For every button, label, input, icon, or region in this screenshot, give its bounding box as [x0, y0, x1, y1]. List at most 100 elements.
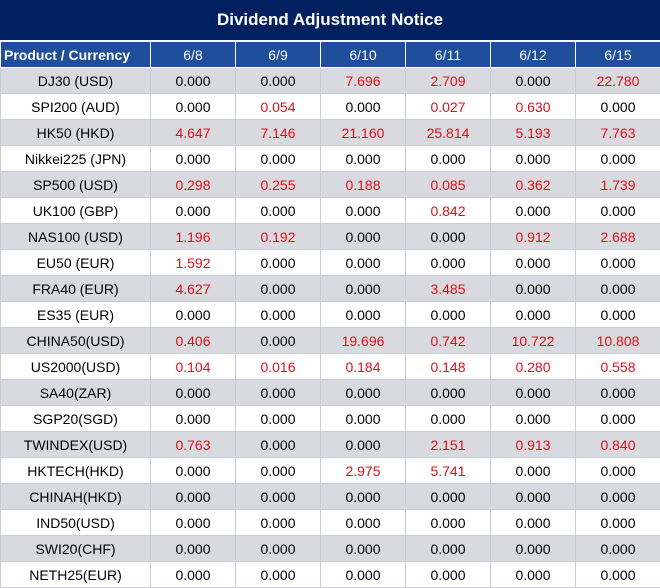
value-cell: 0.000: [321, 146, 406, 172]
value-cell: 0.000: [321, 224, 406, 250]
value-cell: 22.780: [576, 68, 660, 94]
value-cell: 0.000: [151, 458, 236, 484]
value-cell: 10.722: [491, 328, 576, 354]
value-cell: 0.000: [491, 406, 576, 432]
product-cell: SA40(ZAR): [1, 380, 151, 406]
product-cell: UK100 (GBP): [1, 198, 151, 224]
product-cell: FRA40 (EUR): [1, 276, 151, 302]
value-cell: 0.000: [236, 562, 321, 588]
value-cell: 0.027: [406, 94, 491, 120]
product-cell: Nikkei225 (JPN): [1, 146, 151, 172]
column-header-date: 6/15: [576, 42, 660, 68]
value-cell: 0.000: [321, 380, 406, 406]
value-cell: 0.000: [151, 302, 236, 328]
value-cell: 25.814: [406, 120, 491, 146]
value-cell: 0.148: [406, 354, 491, 380]
value-cell: 0.000: [576, 250, 660, 276]
value-cell: 0.000: [236, 276, 321, 302]
value-cell: 0.000: [321, 536, 406, 562]
value-cell: 0.255: [236, 172, 321, 198]
value-cell: 0.000: [321, 250, 406, 276]
value-cell: 0.763: [151, 432, 236, 458]
product-cell: CHINA50(USD): [1, 328, 151, 354]
value-cell: 0.000: [576, 302, 660, 328]
value-cell: 2.688: [576, 224, 660, 250]
value-cell: 2.151: [406, 432, 491, 458]
value-cell: 0.000: [321, 302, 406, 328]
value-cell: 0.000: [321, 198, 406, 224]
value-cell: 0.000: [406, 484, 491, 510]
product-cell: SGP20(SGD): [1, 406, 151, 432]
value-cell: 0.000: [576, 484, 660, 510]
value-cell: 0.000: [491, 510, 576, 536]
value-cell: 0.085: [406, 172, 491, 198]
value-cell: 4.627: [151, 276, 236, 302]
value-cell: 0.298: [151, 172, 236, 198]
value-cell: 0.000: [491, 198, 576, 224]
value-cell: 0.000: [236, 250, 321, 276]
value-cell: 0.280: [491, 354, 576, 380]
value-cell: 0.913: [491, 432, 576, 458]
value-cell: 1.592: [151, 250, 236, 276]
value-cell: 0.192: [236, 224, 321, 250]
value-cell: 0.000: [576, 276, 660, 302]
value-cell: 0.000: [576, 198, 660, 224]
value-cell: 0.000: [406, 380, 491, 406]
value-cell: 0.000: [236, 484, 321, 510]
value-cell: 0.000: [576, 406, 660, 432]
value-cell: 0.000: [151, 68, 236, 94]
value-cell: 0.000: [151, 484, 236, 510]
value-cell: 0.000: [236, 302, 321, 328]
product-cell: HK50 (HKD): [1, 120, 151, 146]
value-cell: 0.742: [406, 328, 491, 354]
value-cell: 0.000: [491, 380, 576, 406]
value-cell: 7.146: [236, 120, 321, 146]
product-cell: TWINDEX(USD): [1, 432, 151, 458]
value-cell: 0.000: [491, 458, 576, 484]
product-cell: CHINAH(HKD): [1, 484, 151, 510]
page-title: Dividend Adjustment Notice: [0, 0, 660, 41]
header-row: Product / Currency 6/8 6/9 6/10 6/11 6/1…: [1, 42, 660, 68]
value-cell: 0.016: [236, 354, 321, 380]
value-cell: 4.647: [151, 120, 236, 146]
value-cell: 7.763: [576, 120, 660, 146]
value-cell: 0.000: [236, 406, 321, 432]
value-cell: 0.000: [151, 510, 236, 536]
value-cell: 0.000: [491, 302, 576, 328]
value-cell: 0.000: [491, 536, 576, 562]
value-cell: 0.000: [406, 562, 491, 588]
value-cell: 0.000: [321, 484, 406, 510]
value-cell: 0.000: [236, 198, 321, 224]
column-header-date: 6/11: [406, 42, 491, 68]
value-cell: 0.000: [321, 276, 406, 302]
value-cell: 0.000: [406, 302, 491, 328]
value-cell: 0.104: [151, 354, 236, 380]
value-cell: 0.000: [321, 562, 406, 588]
value-cell: 0.000: [406, 510, 491, 536]
value-cell: 0.000: [576, 562, 660, 588]
product-cell: EU50 (EUR): [1, 250, 151, 276]
value-cell: 2.709: [406, 68, 491, 94]
value-cell: 0.000: [151, 536, 236, 562]
value-cell: 1.739: [576, 172, 660, 198]
value-cell: 0.000: [406, 536, 491, 562]
value-cell: 0.630: [491, 94, 576, 120]
value-cell: 0.000: [491, 484, 576, 510]
value-cell: 0.912: [491, 224, 576, 250]
value-cell: 0.000: [321, 432, 406, 458]
value-cell: 0.000: [151, 406, 236, 432]
dividend-table: Product / Currency 6/8 6/9 6/10 6/11 6/1…: [0, 41, 660, 588]
